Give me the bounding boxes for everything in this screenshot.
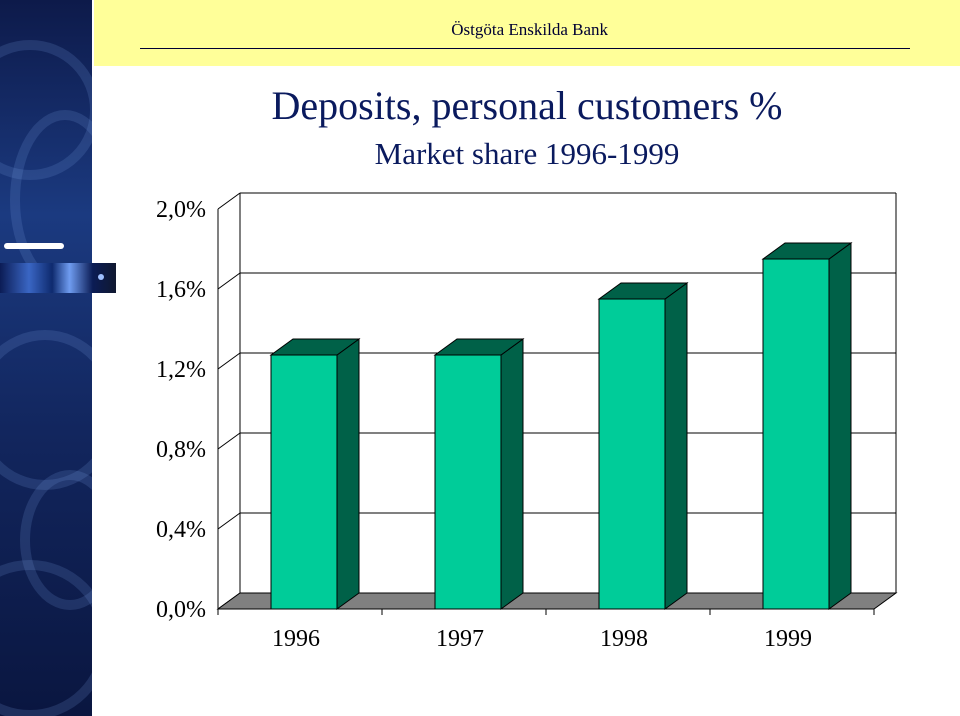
x-tick-label: 1998 xyxy=(600,626,648,652)
y-tick-label: 2,0% xyxy=(156,197,206,223)
side-wall-line xyxy=(217,192,241,210)
decorative-sidebar xyxy=(0,0,94,716)
y-tick-label: 0,8% xyxy=(156,437,206,463)
bar-1997 xyxy=(433,338,525,610)
y-tick-label: 0,4% xyxy=(156,517,206,543)
side-wall-line xyxy=(217,272,241,290)
side-wall-line xyxy=(217,352,241,370)
y-tick-label: 1,2% xyxy=(156,357,206,383)
bar-side xyxy=(336,338,360,610)
side-wall-line xyxy=(217,512,241,530)
bar-front xyxy=(762,258,830,610)
bar-front xyxy=(270,354,338,610)
bar-side xyxy=(500,338,524,610)
sidebar-edge xyxy=(92,0,94,716)
bar-1996 xyxy=(269,338,361,610)
x-tick-label: 1997 xyxy=(436,626,484,652)
chart-title: Deposits, personal customers % xyxy=(271,83,783,128)
bar-side xyxy=(664,282,688,610)
bar-front xyxy=(434,354,502,610)
header-divider xyxy=(140,48,910,49)
bank-name: Östgöta Enskilda Bank xyxy=(451,20,608,39)
decorative-photo-strip xyxy=(0,263,116,293)
accent-bar xyxy=(4,243,64,249)
x-tick-label: 1996 xyxy=(272,626,320,652)
bar-1998 xyxy=(597,282,689,610)
bar-side xyxy=(828,242,852,610)
bar-1999 xyxy=(761,242,853,610)
bar-front xyxy=(598,298,666,610)
y-tick-label: 1,6% xyxy=(156,277,206,303)
header-band xyxy=(94,0,960,66)
x-tick-label: 1999 xyxy=(764,626,812,652)
chart-subtitle: Market share 1996-1999 xyxy=(374,136,680,171)
y-tick-label: 0,0% xyxy=(156,597,206,623)
side-wall-line xyxy=(217,432,241,450)
